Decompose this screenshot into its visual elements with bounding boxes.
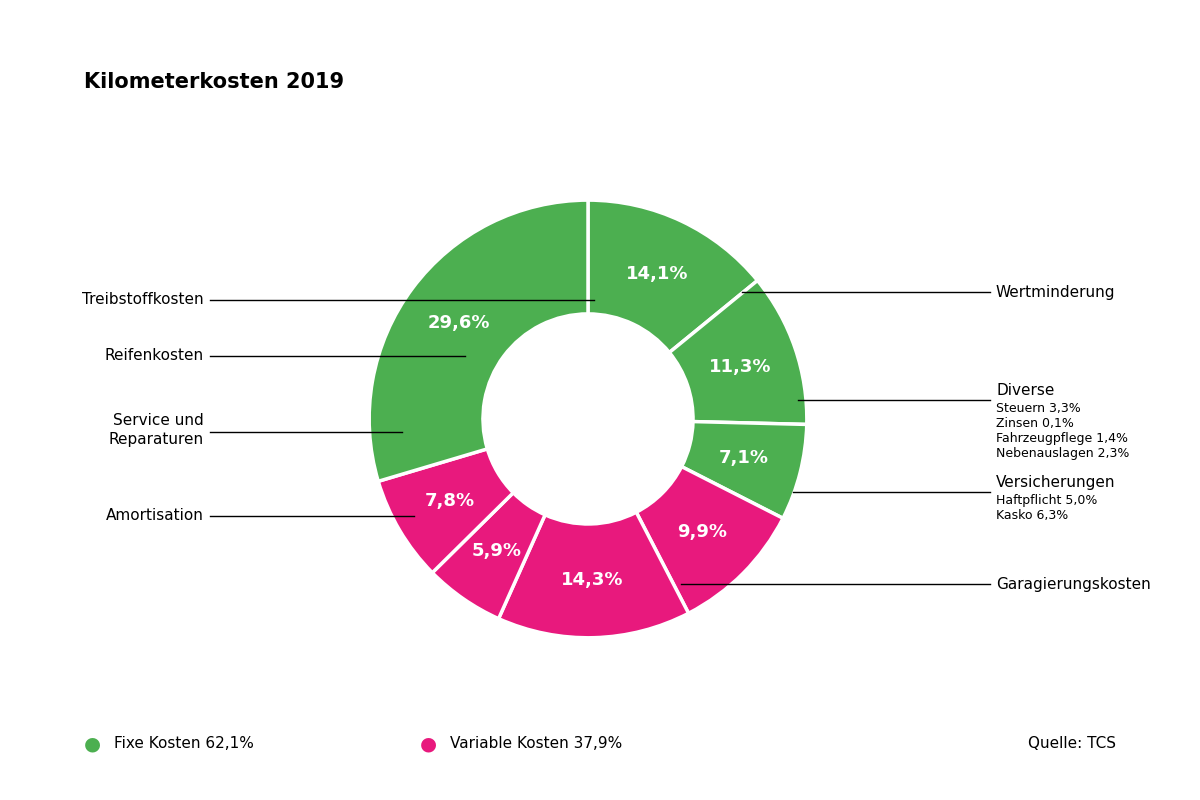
Text: 5,9%: 5,9% <box>472 542 521 560</box>
Text: 14,3%: 14,3% <box>562 570 624 589</box>
Text: Steuern 3,3%
Zinsen 0,1%
Fahrzeugpflege 1,4%
Nebenauslagen 2,3%: Steuern 3,3% Zinsen 0,1% Fahrzeugpflege … <box>996 402 1129 460</box>
Wedge shape <box>498 512 689 638</box>
Text: Haftpflicht 5,0%
Kasko 6,3%: Haftpflicht 5,0% Kasko 6,3% <box>996 494 1097 522</box>
Text: 29,6%: 29,6% <box>428 314 491 332</box>
Text: Reparaturen: Reparaturen <box>109 432 204 447</box>
Text: 7,8%: 7,8% <box>425 492 475 510</box>
Text: 11,3%: 11,3% <box>709 358 772 376</box>
Text: 14,1%: 14,1% <box>625 265 688 282</box>
Text: Treibstoffkosten: Treibstoffkosten <box>83 293 204 307</box>
Wedge shape <box>378 449 514 573</box>
Text: Garagierungskosten: Garagierungskosten <box>996 577 1151 591</box>
Text: Variable Kosten 37,9%: Variable Kosten 37,9% <box>450 737 623 751</box>
Wedge shape <box>636 466 782 614</box>
Wedge shape <box>370 200 588 482</box>
Wedge shape <box>682 422 806 518</box>
Wedge shape <box>588 200 757 353</box>
Text: Amortisation: Amortisation <box>106 509 204 523</box>
Text: ●: ● <box>420 734 437 754</box>
Text: Service und: Service und <box>113 413 204 428</box>
Text: ●: ● <box>84 734 101 754</box>
Text: Reifenkosten: Reifenkosten <box>104 349 204 363</box>
Text: Wertminderung: Wertminderung <box>996 285 1116 299</box>
Text: Kilometerkosten 2019: Kilometerkosten 2019 <box>84 72 344 92</box>
Wedge shape <box>432 493 545 618</box>
Text: Quelle: TCS: Quelle: TCS <box>1028 737 1116 751</box>
Text: 9,9%: 9,9% <box>677 523 727 542</box>
Text: Versicherungen: Versicherungen <box>996 474 1116 490</box>
Wedge shape <box>670 281 806 425</box>
Text: Diverse: Diverse <box>996 382 1055 398</box>
Text: Fixe Kosten 62,1%: Fixe Kosten 62,1% <box>114 737 254 751</box>
Text: 7,1%: 7,1% <box>719 450 769 467</box>
